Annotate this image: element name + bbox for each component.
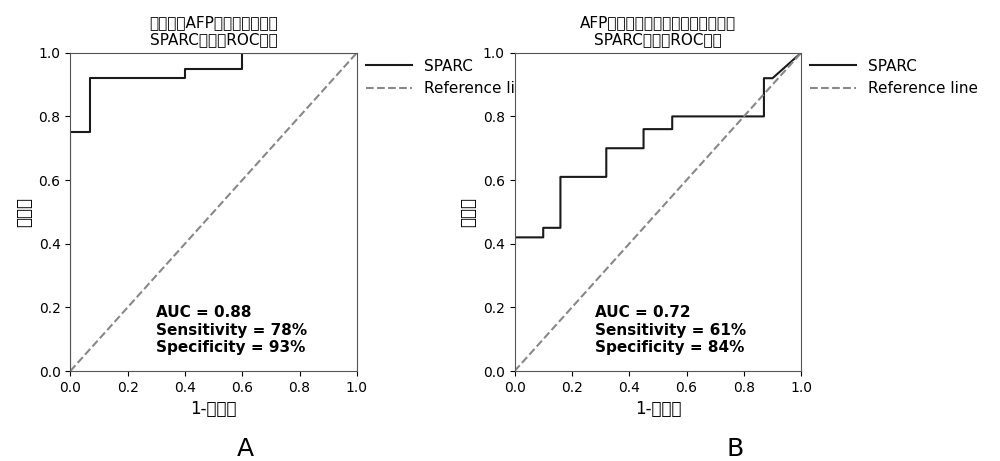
SPARC <box>537 225 549 230</box>
SPARC <box>795 50 807 55</box>
SPARC <box>84 76 96 81</box>
X-axis label: 1-特异度: 1-特异度 <box>635 400 681 418</box>
SPARC <box>638 126 650 132</box>
SPARC <box>179 76 191 81</box>
Legend: SPARC, Reference line: SPARC, Reference line <box>804 53 984 103</box>
SPARC <box>758 76 770 81</box>
SPARC <box>767 76 779 81</box>
SPARC <box>64 368 76 374</box>
Title: AFP阴性肝硬化患者组和肝癢患者组
SPARC蛋白的ROC曲线: AFP阴性肝硬化患者组和肝癢患者组 SPARC蛋白的ROC曲线 <box>580 15 736 47</box>
SPARC <box>351 50 363 55</box>
SPARC <box>84 113 96 119</box>
SPARC <box>537 235 549 240</box>
SPARC <box>600 174 612 180</box>
SPARC <box>758 113 770 119</box>
Line: SPARC: SPARC <box>70 53 357 371</box>
Y-axis label: 灵敏度: 灵敏度 <box>15 197 33 227</box>
SPARC <box>509 368 521 374</box>
SPARC <box>236 50 248 55</box>
Title: 正常组和AFP阴性肝癢患者组
SPARC蛋白的ROC曲线: 正常组和AFP阴性肝癢患者组 SPARC蛋白的ROC曲线 <box>149 15 278 47</box>
Legend: SPARC, Reference line: SPARC, Reference line <box>360 53 540 103</box>
SPARC <box>638 146 650 151</box>
SPARC <box>64 196 76 202</box>
SPARC <box>554 174 566 180</box>
SPARC <box>600 146 612 151</box>
Text: AUC = 0.88
Sensitivity = 78%
Specificity = 93%: AUC = 0.88 Sensitivity = 78% Specificity… <box>156 305 307 355</box>
Text: AUC = 0.72
Sensitivity = 61%
Specificity = 84%: AUC = 0.72 Sensitivity = 61% Specificity… <box>595 305 746 355</box>
SPARC <box>84 130 96 135</box>
SPARC <box>686 113 698 119</box>
SPARC <box>686 113 698 119</box>
X-axis label: 1-特异度: 1-特异度 <box>190 400 237 418</box>
SPARC <box>554 225 566 230</box>
SPARC <box>265 50 277 55</box>
SPARC <box>509 235 521 240</box>
Text: B: B <box>726 437 744 461</box>
SPARC <box>236 66 248 71</box>
Text: A: A <box>236 437 254 461</box>
Y-axis label: 灵敏度: 灵敏度 <box>459 197 477 227</box>
SPARC <box>64 130 76 135</box>
SPARC <box>666 126 678 132</box>
Line: SPARC: SPARC <box>515 53 801 371</box>
SPARC <box>666 113 678 119</box>
SPARC <box>179 66 191 71</box>
